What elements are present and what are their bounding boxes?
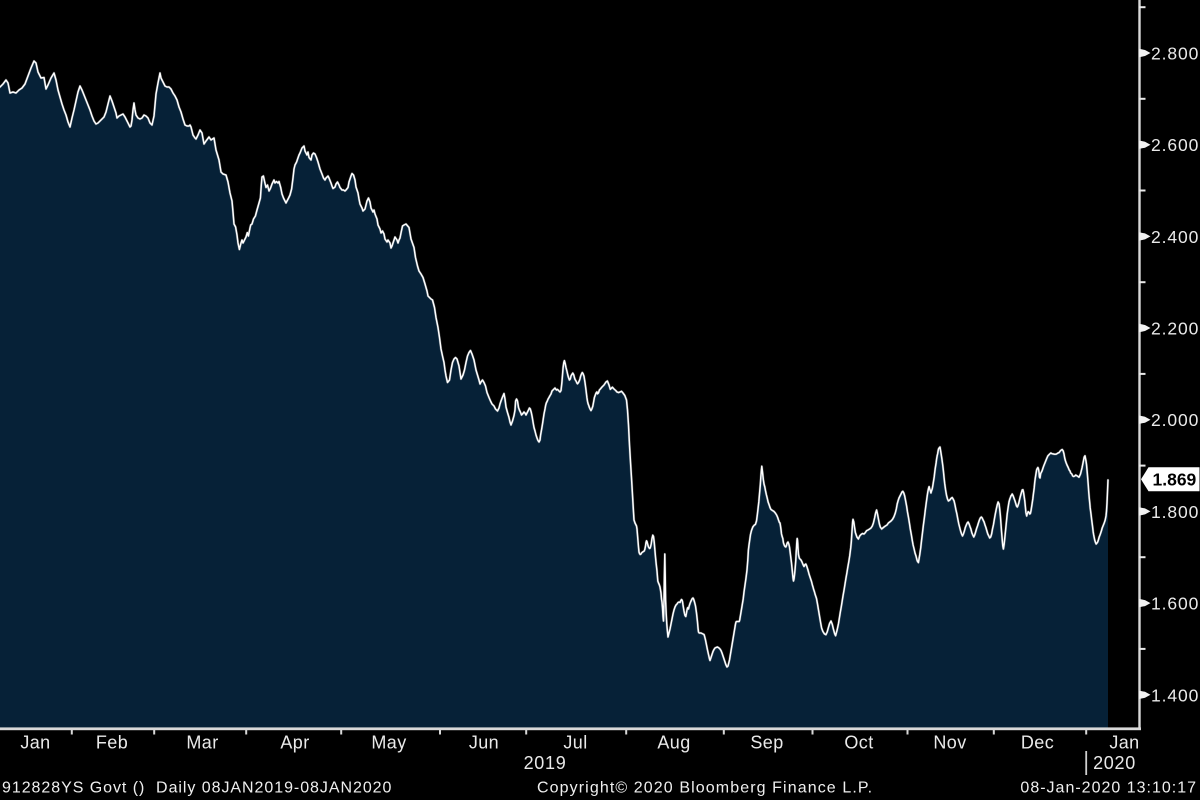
svg-text:Aug: Aug (657, 733, 690, 753)
svg-text:Oct: Oct (844, 733, 873, 753)
svg-text:Jun: Jun (469, 733, 499, 753)
svg-text:08-Jan-2020 13:10:17: 08-Jan-2020 13:10:17 (1020, 780, 1197, 797)
svg-text:1.800: 1.800 (1151, 502, 1199, 522)
svg-text:2.000: 2.000 (1151, 410, 1199, 430)
svg-text:2019: 2019 (524, 753, 567, 773)
svg-text:2020: 2020 (1093, 753, 1136, 773)
svg-text:Mar: Mar (186, 733, 218, 753)
svg-text:Apr: Apr (280, 733, 309, 753)
svg-text:May: May (371, 733, 406, 753)
svg-text:2.400: 2.400 (1151, 227, 1199, 247)
svg-text:Jan: Jan (20, 733, 50, 753)
svg-text:Sep: Sep (750, 733, 783, 753)
svg-text:1.869: 1.869 (1153, 470, 1197, 490)
svg-text:912828YS Govt () Daily 08JAN2: 912828YS Govt () Daily 08JAN2019-08JAN20… (2, 780, 392, 797)
svg-text:Nov: Nov (933, 733, 966, 753)
svg-text:Jan: Jan (1109, 733, 1139, 753)
svg-text:2.600: 2.600 (1151, 135, 1199, 155)
svg-text:Feb: Feb (96, 733, 128, 753)
svg-text:1.400: 1.400 (1151, 685, 1199, 705)
svg-text:Jul: Jul (563, 733, 587, 753)
svg-text:Copyright© 2020 Bloomberg Fina: Copyright© 2020 Bloomberg Finance L.P. (537, 780, 873, 797)
svg-text:1.600: 1.600 (1151, 594, 1199, 614)
svg-text:2.200: 2.200 (1151, 319, 1199, 339)
svg-text:Dec: Dec (1021, 733, 1054, 753)
svg-text:2.800: 2.800 (1151, 44, 1199, 64)
